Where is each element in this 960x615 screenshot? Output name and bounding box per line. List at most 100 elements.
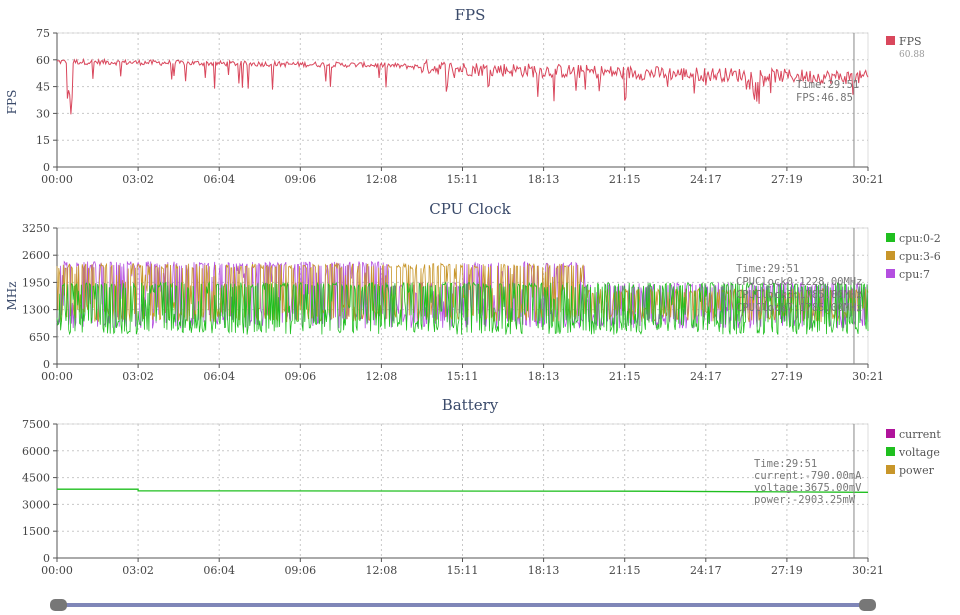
- fps-tooltip-line-0: Time:29:51: [796, 79, 859, 91]
- x-tick-label: 03:02: [122, 370, 154, 383]
- cpu-legend-item-7[interactable]: cpu:7: [886, 268, 930, 281]
- x-tick-label: 21:15: [609, 370, 641, 383]
- x-tick-label: 30:21: [852, 564, 884, 577]
- y-tick-label: 1500: [22, 525, 50, 538]
- cpu-legend-swatch-0-2: [886, 233, 895, 242]
- cpu-tooltip-line-0: Time:29:51: [736, 263, 799, 275]
- battery-legend-item-voltage[interactable]: voltage: [886, 446, 940, 459]
- fps-grid: [56, 32, 869, 168]
- x-tick-label: 15:11: [447, 370, 479, 383]
- x-tick-label: 24:17: [690, 370, 722, 383]
- cpu-legend-label-7: cpu:7: [899, 268, 930, 281]
- battery-legend-label-voltage: voltage: [898, 446, 940, 459]
- x-tick-label: 18:13: [528, 564, 560, 577]
- fps-chart: FPS FPS 0 15 30 45 60 75 00:00 03:02 06:04 09:06…: [5, 6, 925, 186]
- battery-legend-swatch-power: [886, 465, 895, 474]
- x-tick-label: 09:06: [284, 173, 316, 186]
- battery-y-ticks: 0 1500 3000 4500 6000 7500: [22, 418, 57, 565]
- battery-legend-item-power[interactable]: power: [886, 464, 935, 477]
- battery-legend-swatch-current: [886, 429, 895, 438]
- fps-legend[interactable]: FPS 60.88: [886, 35, 925, 60]
- battery-legend-label-power: power: [899, 464, 935, 477]
- x-tick-label: 06:04: [203, 564, 235, 577]
- cpu-tooltip-line-1: CPUClock0:1228.00MHz: [736, 276, 862, 288]
- x-tick-label: 24:17: [690, 173, 722, 186]
- y-tick-label: 0: [43, 552, 50, 565]
- y-tick-label: 60: [36, 54, 50, 67]
- fps-series-group: [56, 57, 869, 115]
- slider-handle-left[interactable]: [50, 599, 67, 611]
- x-tick-label: 00:00: [41, 370, 73, 383]
- x-tick-label: 06:04: [203, 173, 235, 186]
- cpu-tooltip-line-3: CPUClock7:1785.00MHz: [736, 302, 862, 314]
- y-tick-label: 0: [43, 161, 50, 174]
- cpu-y-ticks: 0 650 1300 1950 2600 3250: [22, 222, 57, 371]
- battery-tooltip-line-1: current:-790.00mA: [754, 470, 862, 482]
- x-tick-label: 18:13: [528, 173, 560, 186]
- cpu-x-ticks: 00:00 03:02 06:04 09:06 12:08 15:11 18:13 21:15…: [41, 364, 884, 383]
- cpu-legend-item-0-2[interactable]: cpu:0-2: [886, 232, 941, 245]
- cpu-tooltip-line-2: CPUClock3:1785.00MHz: [736, 289, 862, 301]
- fps-legend-value: 60.88: [899, 50, 925, 60]
- cpu-clock-chart: CPU Clock MHz 0 650 1300 1950 2600 3250 00:00…: [5, 200, 941, 383]
- y-tick-label: 1950: [22, 276, 50, 289]
- battery-legend-item-current[interactable]: current: [886, 428, 941, 441]
- x-tick-label: 15:11: [447, 173, 479, 186]
- battery-voltage-line: [57, 488, 869, 493]
- y-tick-label: 6000: [22, 445, 50, 458]
- cpu-tooltip: Time:29:51 CPUClock0:1228.00MHz CPUClock…: [736, 263, 862, 314]
- cpu-chart-title: CPU Clock: [429, 200, 511, 218]
- fps-y-ticks: 0 15 30 45 60 75: [36, 27, 57, 174]
- battery-tooltip-line-0: Time:29:51: [754, 458, 817, 470]
- fps-chart-title: FPS: [455, 6, 486, 24]
- x-tick-label: 27:19: [771, 564, 803, 577]
- battery-series-group: [57, 488, 869, 493]
- x-tick-label: 12:08: [366, 564, 398, 577]
- battery-legend-swatch-voltage: [886, 447, 895, 456]
- x-tick-label: 27:19: [771, 370, 803, 383]
- x-tick-label: 30:21: [852, 173, 884, 186]
- x-tick-label: 03:02: [122, 564, 154, 577]
- fps-tooltip-line-1: FPS:46.85: [796, 92, 853, 104]
- time-range-slider[interactable]: [50, 599, 876, 611]
- x-tick-label: 12:08: [366, 370, 398, 383]
- battery-legend-label-current: current: [899, 428, 941, 441]
- x-tick-label: 09:06: [284, 370, 316, 383]
- x-tick-label: 03:02: [122, 173, 154, 186]
- battery-x-ticks: 00:00 03:02 06:04 09:06 12:08 15:11 18:13 21:15…: [41, 558, 884, 577]
- y-tick-label: 4500: [22, 472, 50, 485]
- x-tick-label: 15:11: [447, 564, 479, 577]
- cpu-legend: cpu:0-2 cpu:3-6 cpu:7: [886, 232, 941, 281]
- x-tick-label: 09:06: [284, 564, 316, 577]
- cpu-legend-swatch-7: [886, 269, 895, 278]
- x-tick-label: 30:21: [852, 370, 884, 383]
- x-tick-label: 21:15: [609, 564, 641, 577]
- battery-chart-title: Battery: [442, 396, 499, 414]
- fps-legend-label: FPS: [899, 35, 922, 48]
- y-tick-label: 7500: [22, 418, 50, 431]
- fps-y-label: FPS: [5, 90, 19, 115]
- x-tick-label: 06:04: [203, 370, 235, 383]
- fps-tooltip: Time:29:51 FPS:46.85: [796, 79, 859, 104]
- slider-handle-right[interactable]: [859, 599, 876, 611]
- y-tick-label: 75: [36, 27, 50, 40]
- x-tick-label: 00:00: [41, 173, 73, 186]
- y-tick-label: 2600: [22, 249, 50, 262]
- x-tick-label: 00:00: [41, 564, 73, 577]
- cpu-y-label: MHz: [5, 281, 19, 310]
- battery-chart: Battery 0 1500 3000 4500 6000 7500 00:00 03:02…: [22, 396, 941, 577]
- cpu-series-line-cpu-0-2: [56, 281, 869, 336]
- fps-series-line: [56, 57, 869, 115]
- battery-tooltip: Time:29:51 current:-790.00mA voltage:367…: [754, 458, 862, 506]
- y-tick-label: 650: [29, 331, 50, 344]
- battery-tooltip-line-3: power:-2903.25mW: [754, 494, 856, 506]
- cpu-legend-label-0-2: cpu:0-2: [899, 232, 941, 245]
- x-tick-label: 27:19: [771, 173, 803, 186]
- fps-x-ticks: 00:00 03:02 06:04 09:06 12:08 15:11 18:13 21:15…: [41, 167, 884, 186]
- y-tick-label: 15: [36, 134, 50, 147]
- battery-legend: current voltage power: [886, 428, 941, 477]
- cpu-legend-item-3-6[interactable]: cpu:3-6: [886, 250, 941, 263]
- y-tick-label: 3250: [22, 222, 50, 235]
- x-tick-label: 21:15: [609, 173, 641, 186]
